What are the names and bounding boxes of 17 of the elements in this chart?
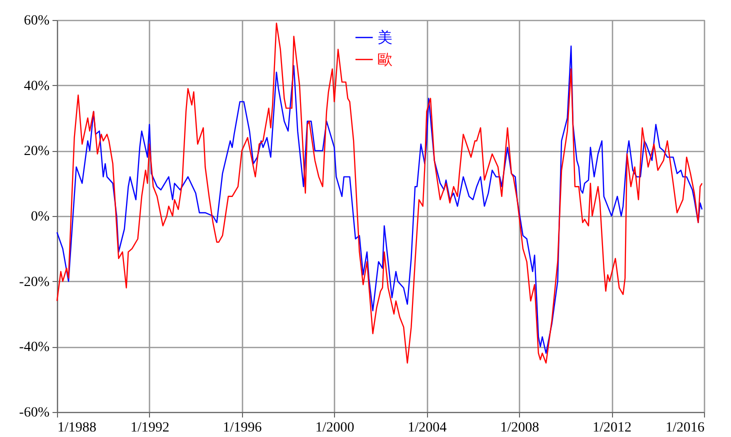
x-tick-label: 1/2004 (408, 420, 447, 436)
y-tick-label: -40% (19, 340, 50, 356)
x-tick-label: 1/2000 (315, 420, 354, 436)
y-tick-label: 0% (30, 210, 50, 224)
legend-label: 美 (378, 30, 393, 46)
x-tick-label: 1/1992 (130, 420, 170, 436)
x-tick-label: 1/1988 (58, 420, 96, 436)
y-tick-label: -20% (19, 274, 50, 290)
legend-label: 歐 (378, 52, 393, 68)
y-tick-label: 20% (24, 144, 50, 160)
x-tick-label: 1/1996 (222, 420, 262, 436)
x-tick-label: 1/2008 (500, 420, 540, 436)
y-tick-label: -60% (19, 406, 50, 420)
x-tick-label: 1/2012 (592, 420, 632, 436)
x-tick-label: 1/2016 (666, 420, 704, 436)
y-tick-label: 40% (24, 78, 50, 94)
y-tick-label: 60% (24, 14, 50, 28)
